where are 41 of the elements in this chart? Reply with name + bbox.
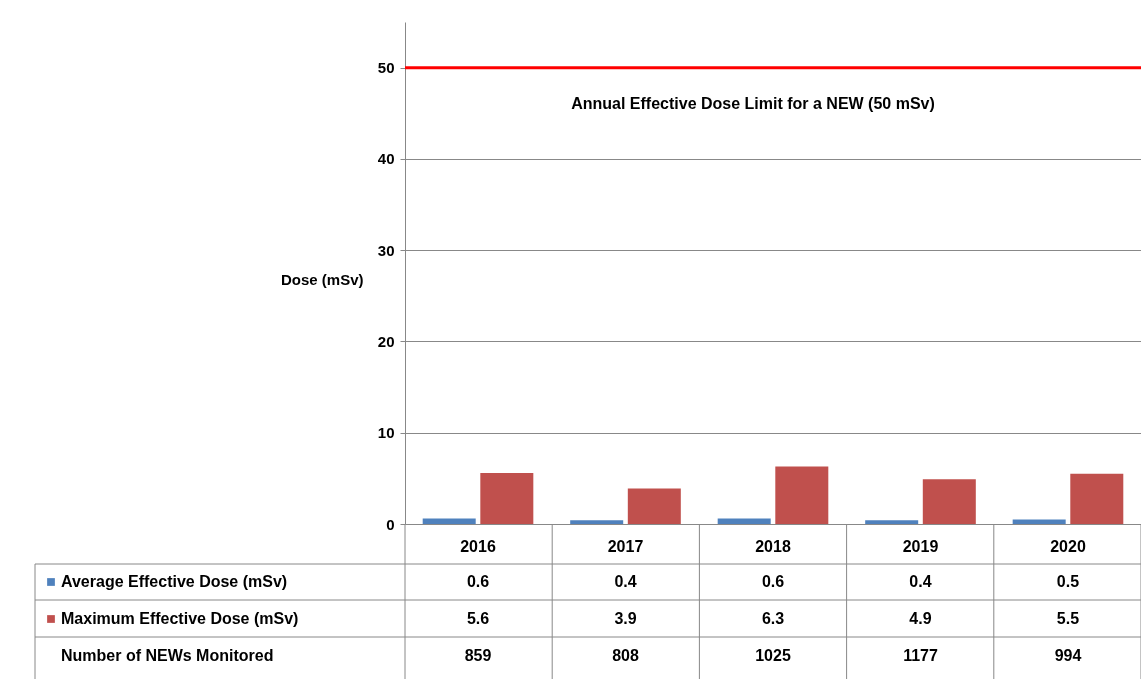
legend-label: Average Effective Dose (mSv) bbox=[61, 573, 288, 590]
x-tick-label: 2016 bbox=[460, 537, 496, 555]
bar bbox=[717, 518, 771, 524]
x-tick-label: 2018 bbox=[755, 537, 791, 555]
bar bbox=[480, 472, 534, 524]
data-label: 0.4 bbox=[909, 573, 932, 590]
bar bbox=[627, 488, 681, 524]
text: 994 bbox=[1054, 647, 1082, 664]
bar bbox=[1070, 473, 1124, 524]
x-tick-label: 2019 bbox=[902, 537, 939, 555]
x-tick-label: 2017 bbox=[607, 537, 644, 555]
data-label: 0.5 bbox=[1056, 573, 1080, 590]
data-label: 0.6 bbox=[466, 573, 490, 590]
data-label: 5.5 bbox=[1056, 610, 1080, 627]
data-label: 5.6 bbox=[466, 610, 490, 627]
y-tick-label: 0 bbox=[386, 515, 395, 533]
y-tick-label: 40 bbox=[377, 150, 395, 168]
bar bbox=[422, 518, 476, 524]
bar bbox=[775, 466, 829, 524]
y-tick-label: 20 bbox=[377, 332, 395, 350]
y-tick-label: 30 bbox=[377, 241, 395, 259]
text: 1025 bbox=[755, 647, 791, 664]
x-tick-label: 2020 bbox=[1050, 537, 1086, 555]
bar bbox=[570, 520, 624, 524]
data-label: 3.9 bbox=[614, 610, 637, 627]
y-tick-label: 10 bbox=[377, 424, 395, 442]
y-axis-title: Dose (mSv) bbox=[280, 270, 364, 288]
data-label: 0.4 bbox=[614, 573, 637, 590]
bar bbox=[865, 520, 919, 524]
bar bbox=[922, 479, 976, 524]
data-label: 0.6 bbox=[761, 573, 785, 590]
bar bbox=[1012, 519, 1066, 524]
legend-label: Maximum Effective Dose (mSv) bbox=[61, 610, 299, 627]
y-tick-label: 50 bbox=[377, 59, 395, 77]
data-label: 6.3 bbox=[761, 610, 785, 627]
text: 1177 bbox=[903, 647, 938, 664]
text: Number of NEWs Monitored bbox=[61, 647, 274, 664]
data-label: 4.9 bbox=[909, 610, 932, 627]
ref-line-label: Annual Effective Dose Limit for a NEW (50 mSv) bbox=[571, 94, 935, 112]
text: 808 bbox=[612, 647, 639, 664]
text: 859 bbox=[464, 647, 492, 664]
